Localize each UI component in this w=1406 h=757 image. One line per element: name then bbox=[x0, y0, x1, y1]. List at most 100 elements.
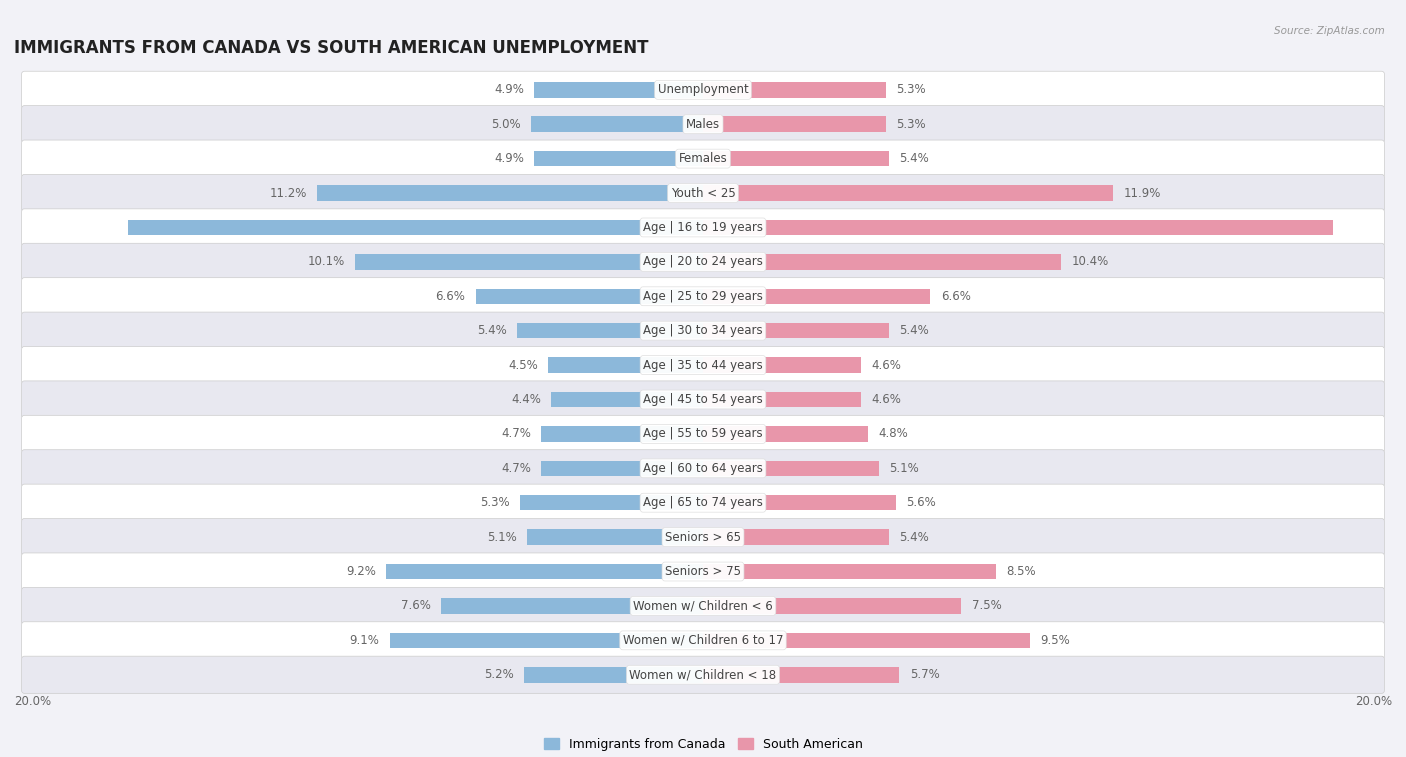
Bar bbox=[318, 185, 703, 201]
Bar bbox=[703, 357, 862, 373]
Text: Unemployment: Unemployment bbox=[658, 83, 748, 96]
Bar bbox=[703, 667, 900, 683]
Text: Women w/ Children 6 to 17: Women w/ Children 6 to 17 bbox=[623, 634, 783, 646]
Text: 4.4%: 4.4% bbox=[512, 393, 541, 406]
Text: 5.3%: 5.3% bbox=[896, 83, 925, 96]
Text: 6.6%: 6.6% bbox=[941, 290, 970, 303]
Text: 7.5%: 7.5% bbox=[972, 600, 1001, 612]
Bar bbox=[527, 529, 703, 545]
Text: 5.4%: 5.4% bbox=[900, 152, 929, 165]
Text: 8.5%: 8.5% bbox=[1007, 565, 1036, 578]
Text: Age | 20 to 24 years: Age | 20 to 24 years bbox=[643, 255, 763, 268]
Text: 5.6%: 5.6% bbox=[907, 497, 936, 509]
Text: Age | 45 to 54 years: Age | 45 to 54 years bbox=[643, 393, 763, 406]
Bar bbox=[387, 564, 703, 579]
FancyBboxPatch shape bbox=[21, 278, 1385, 315]
Bar bbox=[703, 288, 931, 304]
Text: Age | 60 to 64 years: Age | 60 to 64 years bbox=[643, 462, 763, 475]
Text: 5.3%: 5.3% bbox=[481, 497, 510, 509]
Text: 20.0%: 20.0% bbox=[14, 695, 51, 708]
Text: 5.4%: 5.4% bbox=[477, 324, 506, 337]
Text: 4.7%: 4.7% bbox=[501, 462, 531, 475]
Text: Women w/ Children < 6: Women w/ Children < 6 bbox=[633, 600, 773, 612]
Bar bbox=[703, 495, 896, 510]
Text: Females: Females bbox=[679, 152, 727, 165]
Text: 16.7%: 16.7% bbox=[24, 221, 65, 234]
Text: 4.9%: 4.9% bbox=[494, 83, 524, 96]
Text: 9.2%: 9.2% bbox=[346, 565, 375, 578]
FancyBboxPatch shape bbox=[21, 553, 1385, 590]
FancyBboxPatch shape bbox=[21, 243, 1385, 280]
Text: Age | 65 to 74 years: Age | 65 to 74 years bbox=[643, 497, 763, 509]
Bar bbox=[524, 667, 703, 683]
Bar bbox=[548, 357, 703, 373]
Bar bbox=[534, 82, 703, 98]
Bar bbox=[703, 460, 879, 476]
Bar bbox=[534, 151, 703, 167]
Bar bbox=[703, 392, 862, 407]
Text: 4.6%: 4.6% bbox=[872, 359, 901, 372]
FancyBboxPatch shape bbox=[21, 381, 1385, 418]
Bar bbox=[389, 633, 703, 648]
Text: Age | 16 to 19 years: Age | 16 to 19 years bbox=[643, 221, 763, 234]
Text: 6.6%: 6.6% bbox=[436, 290, 465, 303]
Bar bbox=[551, 392, 703, 407]
Bar bbox=[703, 426, 869, 441]
Bar bbox=[703, 220, 1333, 235]
Text: 5.7%: 5.7% bbox=[910, 668, 939, 681]
Text: Seniors > 75: Seniors > 75 bbox=[665, 565, 741, 578]
Text: 5.4%: 5.4% bbox=[900, 324, 929, 337]
Bar bbox=[703, 633, 1031, 648]
Bar bbox=[703, 564, 995, 579]
Text: 9.5%: 9.5% bbox=[1040, 634, 1070, 646]
Text: 5.3%: 5.3% bbox=[896, 118, 925, 131]
Bar bbox=[703, 254, 1062, 269]
Bar bbox=[703, 323, 889, 338]
FancyBboxPatch shape bbox=[21, 174, 1385, 212]
Bar bbox=[128, 220, 703, 235]
Legend: Immigrants from Canada, South American: Immigrants from Canada, South American bbox=[538, 733, 868, 755]
FancyBboxPatch shape bbox=[21, 484, 1385, 522]
Text: Seniors > 65: Seniors > 65 bbox=[665, 531, 741, 544]
Text: 18.3%: 18.3% bbox=[1341, 221, 1382, 234]
Bar bbox=[356, 254, 703, 269]
FancyBboxPatch shape bbox=[21, 209, 1385, 246]
Text: Age | 35 to 44 years: Age | 35 to 44 years bbox=[643, 359, 763, 372]
Text: 4.9%: 4.9% bbox=[494, 152, 524, 165]
Text: Age | 30 to 34 years: Age | 30 to 34 years bbox=[643, 324, 763, 337]
Text: 4.8%: 4.8% bbox=[879, 428, 908, 441]
FancyBboxPatch shape bbox=[21, 312, 1385, 349]
Text: 5.4%: 5.4% bbox=[900, 531, 929, 544]
Text: 20.0%: 20.0% bbox=[1355, 695, 1392, 708]
Bar bbox=[703, 529, 889, 545]
Bar bbox=[517, 323, 703, 338]
Bar bbox=[441, 598, 703, 614]
Text: 5.1%: 5.1% bbox=[889, 462, 918, 475]
Text: 4.5%: 4.5% bbox=[508, 359, 537, 372]
Text: 10.1%: 10.1% bbox=[308, 255, 344, 268]
Text: Source: ZipAtlas.com: Source: ZipAtlas.com bbox=[1274, 26, 1385, 36]
FancyBboxPatch shape bbox=[21, 71, 1385, 108]
FancyBboxPatch shape bbox=[21, 106, 1385, 143]
Bar bbox=[520, 495, 703, 510]
Text: 5.1%: 5.1% bbox=[488, 531, 517, 544]
FancyBboxPatch shape bbox=[21, 519, 1385, 556]
Text: IMMIGRANTS FROM CANADA VS SOUTH AMERICAN UNEMPLOYMENT: IMMIGRANTS FROM CANADA VS SOUTH AMERICAN… bbox=[14, 39, 648, 57]
FancyBboxPatch shape bbox=[21, 587, 1385, 625]
Bar bbox=[475, 288, 703, 304]
Bar bbox=[541, 460, 703, 476]
Text: 5.2%: 5.2% bbox=[484, 668, 513, 681]
FancyBboxPatch shape bbox=[21, 140, 1385, 177]
Text: 11.2%: 11.2% bbox=[270, 186, 307, 200]
Text: 9.1%: 9.1% bbox=[349, 634, 380, 646]
Bar bbox=[703, 82, 886, 98]
Text: 5.0%: 5.0% bbox=[491, 118, 520, 131]
FancyBboxPatch shape bbox=[21, 450, 1385, 487]
Text: 4.6%: 4.6% bbox=[872, 393, 901, 406]
Bar bbox=[703, 185, 1114, 201]
Bar bbox=[531, 117, 703, 132]
Text: Age | 25 to 29 years: Age | 25 to 29 years bbox=[643, 290, 763, 303]
FancyBboxPatch shape bbox=[21, 416, 1385, 453]
Text: 4.7%: 4.7% bbox=[501, 428, 531, 441]
Text: Women w/ Children < 18: Women w/ Children < 18 bbox=[630, 668, 776, 681]
